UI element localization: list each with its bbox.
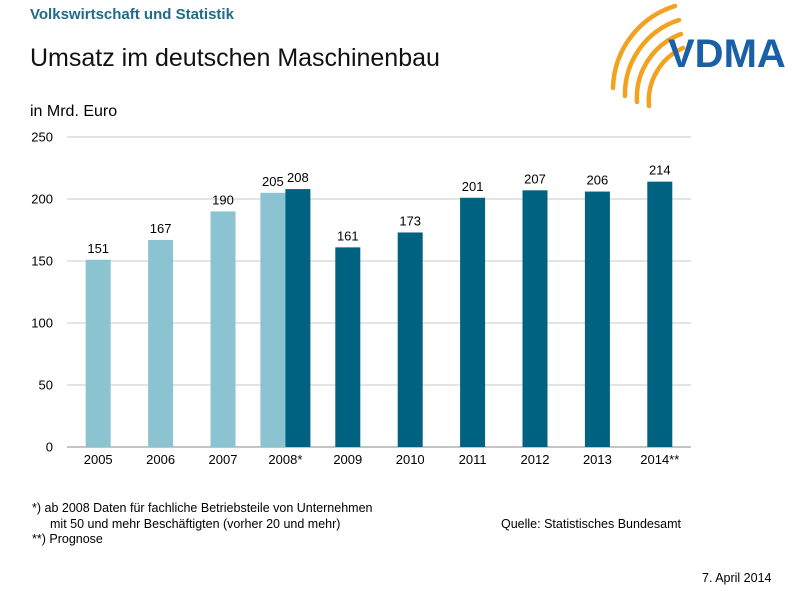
- source-note: Quelle: Statistisches Bundesamt: [501, 517, 681, 531]
- bar: [647, 181, 673, 447]
- data-label: 167: [150, 221, 172, 236]
- x-tick-label: 2006: [146, 452, 175, 467]
- y-tick-label: 250: [31, 130, 53, 145]
- data-label: 173: [399, 213, 421, 228]
- x-tick-label: 2008*: [268, 452, 302, 467]
- page-title: Umsatz im deutschen Maschinenbau: [30, 44, 440, 72]
- bar: [260, 192, 286, 447]
- vdma-logo: VDMA: [610, 3, 785, 109]
- x-tick-label: 2010: [396, 452, 425, 467]
- y-tick-label: 0: [46, 440, 53, 455]
- data-label: 205: [262, 174, 284, 189]
- bar: [522, 190, 548, 447]
- date-label: 7. April 2014: [702, 571, 772, 585]
- bar: [397, 232, 423, 447]
- logo-arcs-icon: [610, 3, 686, 109]
- x-tick-label: 2012: [521, 452, 550, 467]
- bar: [460, 197, 486, 447]
- x-tick-label: 2009: [333, 452, 362, 467]
- footnote-3: **) Prognose: [32, 532, 103, 546]
- x-tick-label: 2014**: [640, 452, 679, 467]
- bar: [584, 191, 610, 447]
- data-label: 206: [587, 173, 609, 188]
- y-tick-label: 50: [39, 378, 53, 393]
- x-tick-label: 2005: [84, 452, 113, 467]
- bar: [335, 247, 361, 447]
- bar: [148, 239, 174, 447]
- data-label: 161: [337, 228, 359, 243]
- footnote-2: mit 50 und mehr Beschäftigten (vorher 20…: [50, 517, 341, 531]
- y-axis-unit-label: in Mrd. Euro: [30, 103, 118, 120]
- bar: [85, 259, 111, 447]
- data-label: 214: [649, 163, 671, 178]
- x-tick-label: 2013: [583, 452, 612, 467]
- y-tick-label: 150: [31, 254, 53, 269]
- x-tick-label: 2007: [209, 452, 238, 467]
- data-label: 207: [524, 171, 546, 186]
- footnote-1: *) ab 2008 Daten für fachliche Betriebst…: [32, 501, 373, 515]
- x-tick-label: 2011: [459, 452, 487, 467]
- data-label: 201: [462, 179, 484, 194]
- data-label: 190: [212, 192, 234, 207]
- bar: [210, 211, 236, 447]
- y-tick-label: 200: [31, 192, 53, 207]
- bar: [285, 189, 311, 447]
- data-label: 208: [287, 170, 309, 185]
- section-subtitle: Volkswirtschaft und Statistik: [30, 6, 234, 23]
- data-label: 151: [87, 241, 109, 256]
- logo-text: VDMA: [668, 32, 785, 76]
- y-tick-label: 100: [31, 316, 53, 331]
